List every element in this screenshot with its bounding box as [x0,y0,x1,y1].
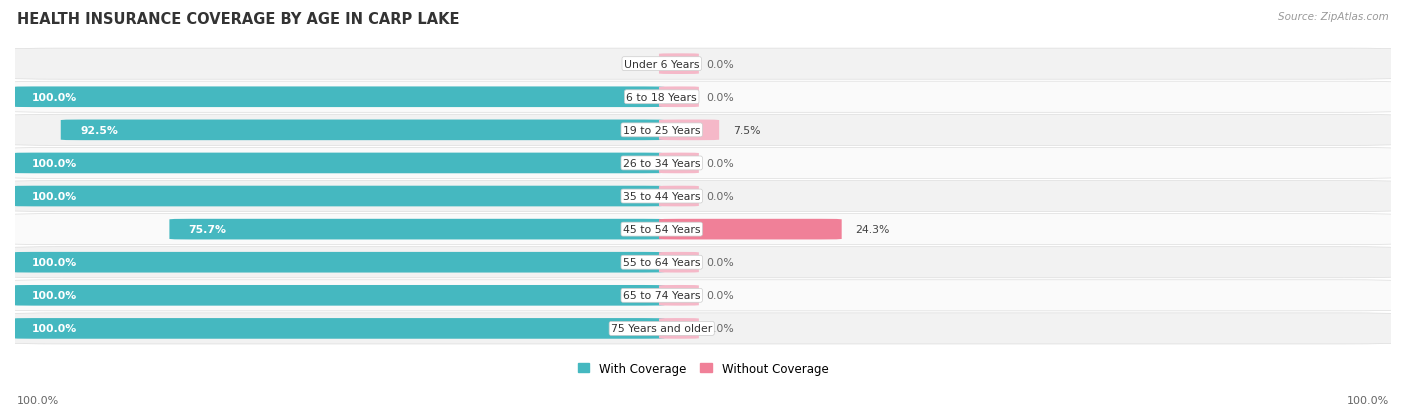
Text: 100.0%: 100.0% [31,324,77,334]
Text: 0.0%: 0.0% [706,192,734,202]
Text: 0.0%: 0.0% [706,324,734,334]
Text: 7.5%: 7.5% [733,126,761,135]
Text: 0.0%: 0.0% [706,258,734,268]
FancyBboxPatch shape [659,285,699,306]
Text: 6 to 18 Years: 6 to 18 Years [627,93,697,102]
Text: 26 to 34 Years: 26 to 34 Years [623,159,700,169]
FancyBboxPatch shape [8,313,1398,344]
Text: 100.0%: 100.0% [31,192,77,202]
FancyBboxPatch shape [8,49,1398,80]
Text: 92.5%: 92.5% [80,126,118,135]
FancyBboxPatch shape [659,186,699,207]
FancyBboxPatch shape [8,82,1398,113]
FancyBboxPatch shape [169,219,665,240]
Text: 0.0%: 0.0% [706,59,734,69]
FancyBboxPatch shape [659,87,699,108]
Text: 0.0%: 0.0% [706,93,734,102]
FancyBboxPatch shape [8,181,1398,212]
Text: 35 to 44 Years: 35 to 44 Years [623,192,700,202]
FancyBboxPatch shape [13,153,665,174]
FancyBboxPatch shape [13,285,665,306]
Text: 0.0%: 0.0% [627,59,655,69]
FancyBboxPatch shape [13,186,665,207]
Text: 0.0%: 0.0% [706,159,734,169]
FancyBboxPatch shape [8,148,1398,179]
Text: 100.0%: 100.0% [31,258,77,268]
Text: 45 to 54 Years: 45 to 54 Years [623,225,700,235]
FancyBboxPatch shape [8,214,1398,245]
FancyBboxPatch shape [13,318,665,339]
Text: Under 6 Years: Under 6 Years [624,59,699,69]
FancyBboxPatch shape [659,54,699,75]
Text: 0.0%: 0.0% [706,291,734,301]
Text: 100.0%: 100.0% [1347,395,1389,405]
Text: HEALTH INSURANCE COVERAGE BY AGE IN CARP LAKE: HEALTH INSURANCE COVERAGE BY AGE IN CARP… [17,12,460,27]
Legend: With Coverage, Without Coverage: With Coverage, Without Coverage [578,362,828,375]
Text: 65 to 74 Years: 65 to 74 Years [623,291,700,301]
FancyBboxPatch shape [659,219,842,240]
FancyBboxPatch shape [659,318,699,339]
Text: 100.0%: 100.0% [31,93,77,102]
FancyBboxPatch shape [8,280,1398,311]
FancyBboxPatch shape [13,87,665,108]
Text: 19 to 25 Years: 19 to 25 Years [623,126,700,135]
FancyBboxPatch shape [13,252,665,273]
Text: 100.0%: 100.0% [17,395,59,405]
FancyBboxPatch shape [659,120,718,141]
FancyBboxPatch shape [8,115,1398,146]
FancyBboxPatch shape [8,247,1398,278]
Text: 100.0%: 100.0% [31,159,77,169]
Text: 75.7%: 75.7% [188,225,226,235]
Text: 55 to 64 Years: 55 to 64 Years [623,258,700,268]
FancyBboxPatch shape [659,252,699,273]
Text: 100.0%: 100.0% [31,291,77,301]
Text: Source: ZipAtlas.com: Source: ZipAtlas.com [1278,12,1389,22]
FancyBboxPatch shape [659,153,699,174]
Text: 24.3%: 24.3% [855,225,890,235]
Text: 75 Years and older: 75 Years and older [612,324,713,334]
FancyBboxPatch shape [60,120,665,141]
